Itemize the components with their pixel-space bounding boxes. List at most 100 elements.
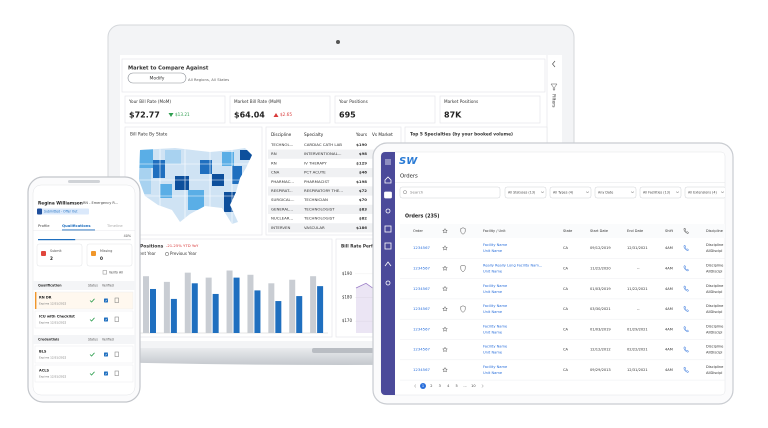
orders-icon[interactable] [384, 191, 392, 199]
filter-label: All Statuses (13) [508, 191, 535, 195]
next-page[interactable] [481, 384, 484, 388]
state: CA [563, 327, 569, 331]
phone-icon[interactable] [683, 346, 689, 353]
discipline: Discipline [706, 365, 724, 369]
bar-previous [163, 281, 170, 333]
facility-link[interactable]: Facility Name [483, 324, 508, 328]
star-icon[interactable] [442, 227, 448, 234]
column-header: Order [413, 229, 424, 233]
facility-link[interactable]: Facility Name [483, 345, 508, 349]
order-link[interactable]: 1234567 [413, 245, 430, 250]
prev-page[interactable] [414, 384, 417, 388]
y-tick-label: $180 [342, 295, 353, 300]
verified-checkbox[interactable] [104, 352, 108, 357]
verify-all-checkbox[interactable] [102, 270, 107, 275]
people-icon[interactable] [385, 208, 391, 214]
unit-link[interactable]: Unit Name [483, 290, 503, 294]
phone-icon[interactable] [683, 366, 689, 373]
discipline: Discipline [706, 304, 724, 308]
facility-link[interactable]: Facility Name [483, 365, 508, 369]
state: CA [563, 266, 569, 270]
document-icon[interactable] [114, 370, 119, 376]
badge-label: Submitted - Offer Out [44, 210, 78, 214]
star-icon[interactable] [442, 265, 448, 271]
search-box[interactable] [399, 186, 501, 199]
menu-icon[interactable] [385, 159, 391, 165]
report-icon[interactable] [384, 242, 392, 250]
page-number[interactable]: ... [463, 384, 466, 388]
tab[interactable]: Timeline [106, 224, 123, 228]
star-icon[interactable] [442, 305, 448, 312]
page-number[interactable]: 1 [422, 384, 424, 388]
filter-dropdown[interactable] [504, 186, 547, 199]
facility-link[interactable]: Facility Name [483, 304, 508, 308]
page-number[interactable]: 3 [439, 384, 441, 388]
phone-icon[interactable] [683, 326, 689, 333]
modify-button[interactable] [127, 72, 187, 84]
row-name: ACLS [39, 369, 50, 373]
order-link[interactable]: 1234567 [413, 265, 430, 270]
order-link[interactable]: 1234567 [413, 306, 430, 311]
bar-current [150, 288, 156, 333]
table-cell: $72 [359, 188, 367, 193]
phone-icon[interactable] [683, 305, 689, 312]
order-link[interactable]: 1234567 [413, 367, 430, 372]
settings-icon[interactable] [385, 280, 391, 286]
column-header: Facility / Unit [483, 229, 506, 233]
facility-link[interactable]: Facility Name [483, 284, 508, 288]
page-number[interactable]: 5 [455, 384, 457, 388]
document-icon[interactable] [114, 297, 119, 303]
chevron [585, 191, 590, 194]
phone-icon[interactable] [683, 285, 689, 292]
tab[interactable]: Profile [38, 224, 50, 228]
table-cell: $186 [356, 225, 367, 230]
filter-dropdown[interactable] [684, 186, 726, 199]
order-link[interactable]: 1234567 [413, 286, 430, 291]
shift: 4AM [665, 266, 673, 270]
bar-previous [289, 279, 296, 333]
star-icon[interactable] [442, 245, 448, 251]
section-title: Credentials [38, 338, 59, 342]
verified-checkbox[interactable] [104, 371, 108, 376]
filter-dropdown[interactable] [594, 186, 637, 199]
column-header: End Date [627, 229, 643, 233]
page-number[interactable]: 4 [447, 384, 450, 388]
unit-link[interactable]: Unit Name [483, 371, 503, 375]
star-icon[interactable] [442, 366, 448, 373]
filter-dropdown[interactable] [549, 186, 592, 199]
badge-tag [37, 208, 42, 215]
page-number[interactable]: 10 [471, 384, 475, 388]
star-icon[interactable] [442, 285, 448, 292]
kpi-change: $2.65 [280, 112, 292, 117]
chart-icon[interactable] [384, 261, 392, 267]
shift: 4AM [665, 307, 673, 311]
verified-checkbox[interactable] [104, 317, 108, 322]
phone-icon[interactable] [683, 265, 689, 272]
facility-link[interactable]: Facility Name [483, 243, 508, 247]
unit-link[interactable]: Unit Name [483, 269, 503, 273]
star-icon[interactable] [442, 326, 448, 332]
phone-icon[interactable] [683, 245, 689, 252]
calendar-icon[interactable] [384, 225, 392, 233]
verified-checkbox[interactable] [104, 298, 108, 303]
collapse-icon[interactable] [552, 60, 556, 68]
checkbox-tick [104, 318, 108, 321]
unit-link[interactable]: Unit Name [483, 249, 503, 253]
home-icon[interactable] [384, 176, 392, 184]
facility-link[interactable]: Really Really Long Facility Nam... [483, 263, 542, 267]
filter-dropdown[interactable] [639, 186, 682, 199]
document-icon[interactable] [114, 351, 119, 357]
order-link[interactable]: 1234567 [413, 326, 430, 331]
unit-link[interactable]: Unit Name [483, 330, 503, 334]
order-link[interactable]: 1234567 [413, 347, 430, 352]
card-icon [41, 251, 46, 256]
unit-link[interactable]: Unit Name [483, 310, 503, 314]
phone-icon[interactable] [683, 227, 689, 234]
shift: 4AM [665, 246, 673, 250]
document-icon[interactable] [114, 316, 119, 322]
tab[interactable]: Qualifications [62, 224, 91, 228]
page-number[interactable]: 2 [430, 384, 432, 388]
star-icon[interactable] [442, 346, 448, 353]
unit-link[interactable]: Unit Name [483, 351, 503, 355]
